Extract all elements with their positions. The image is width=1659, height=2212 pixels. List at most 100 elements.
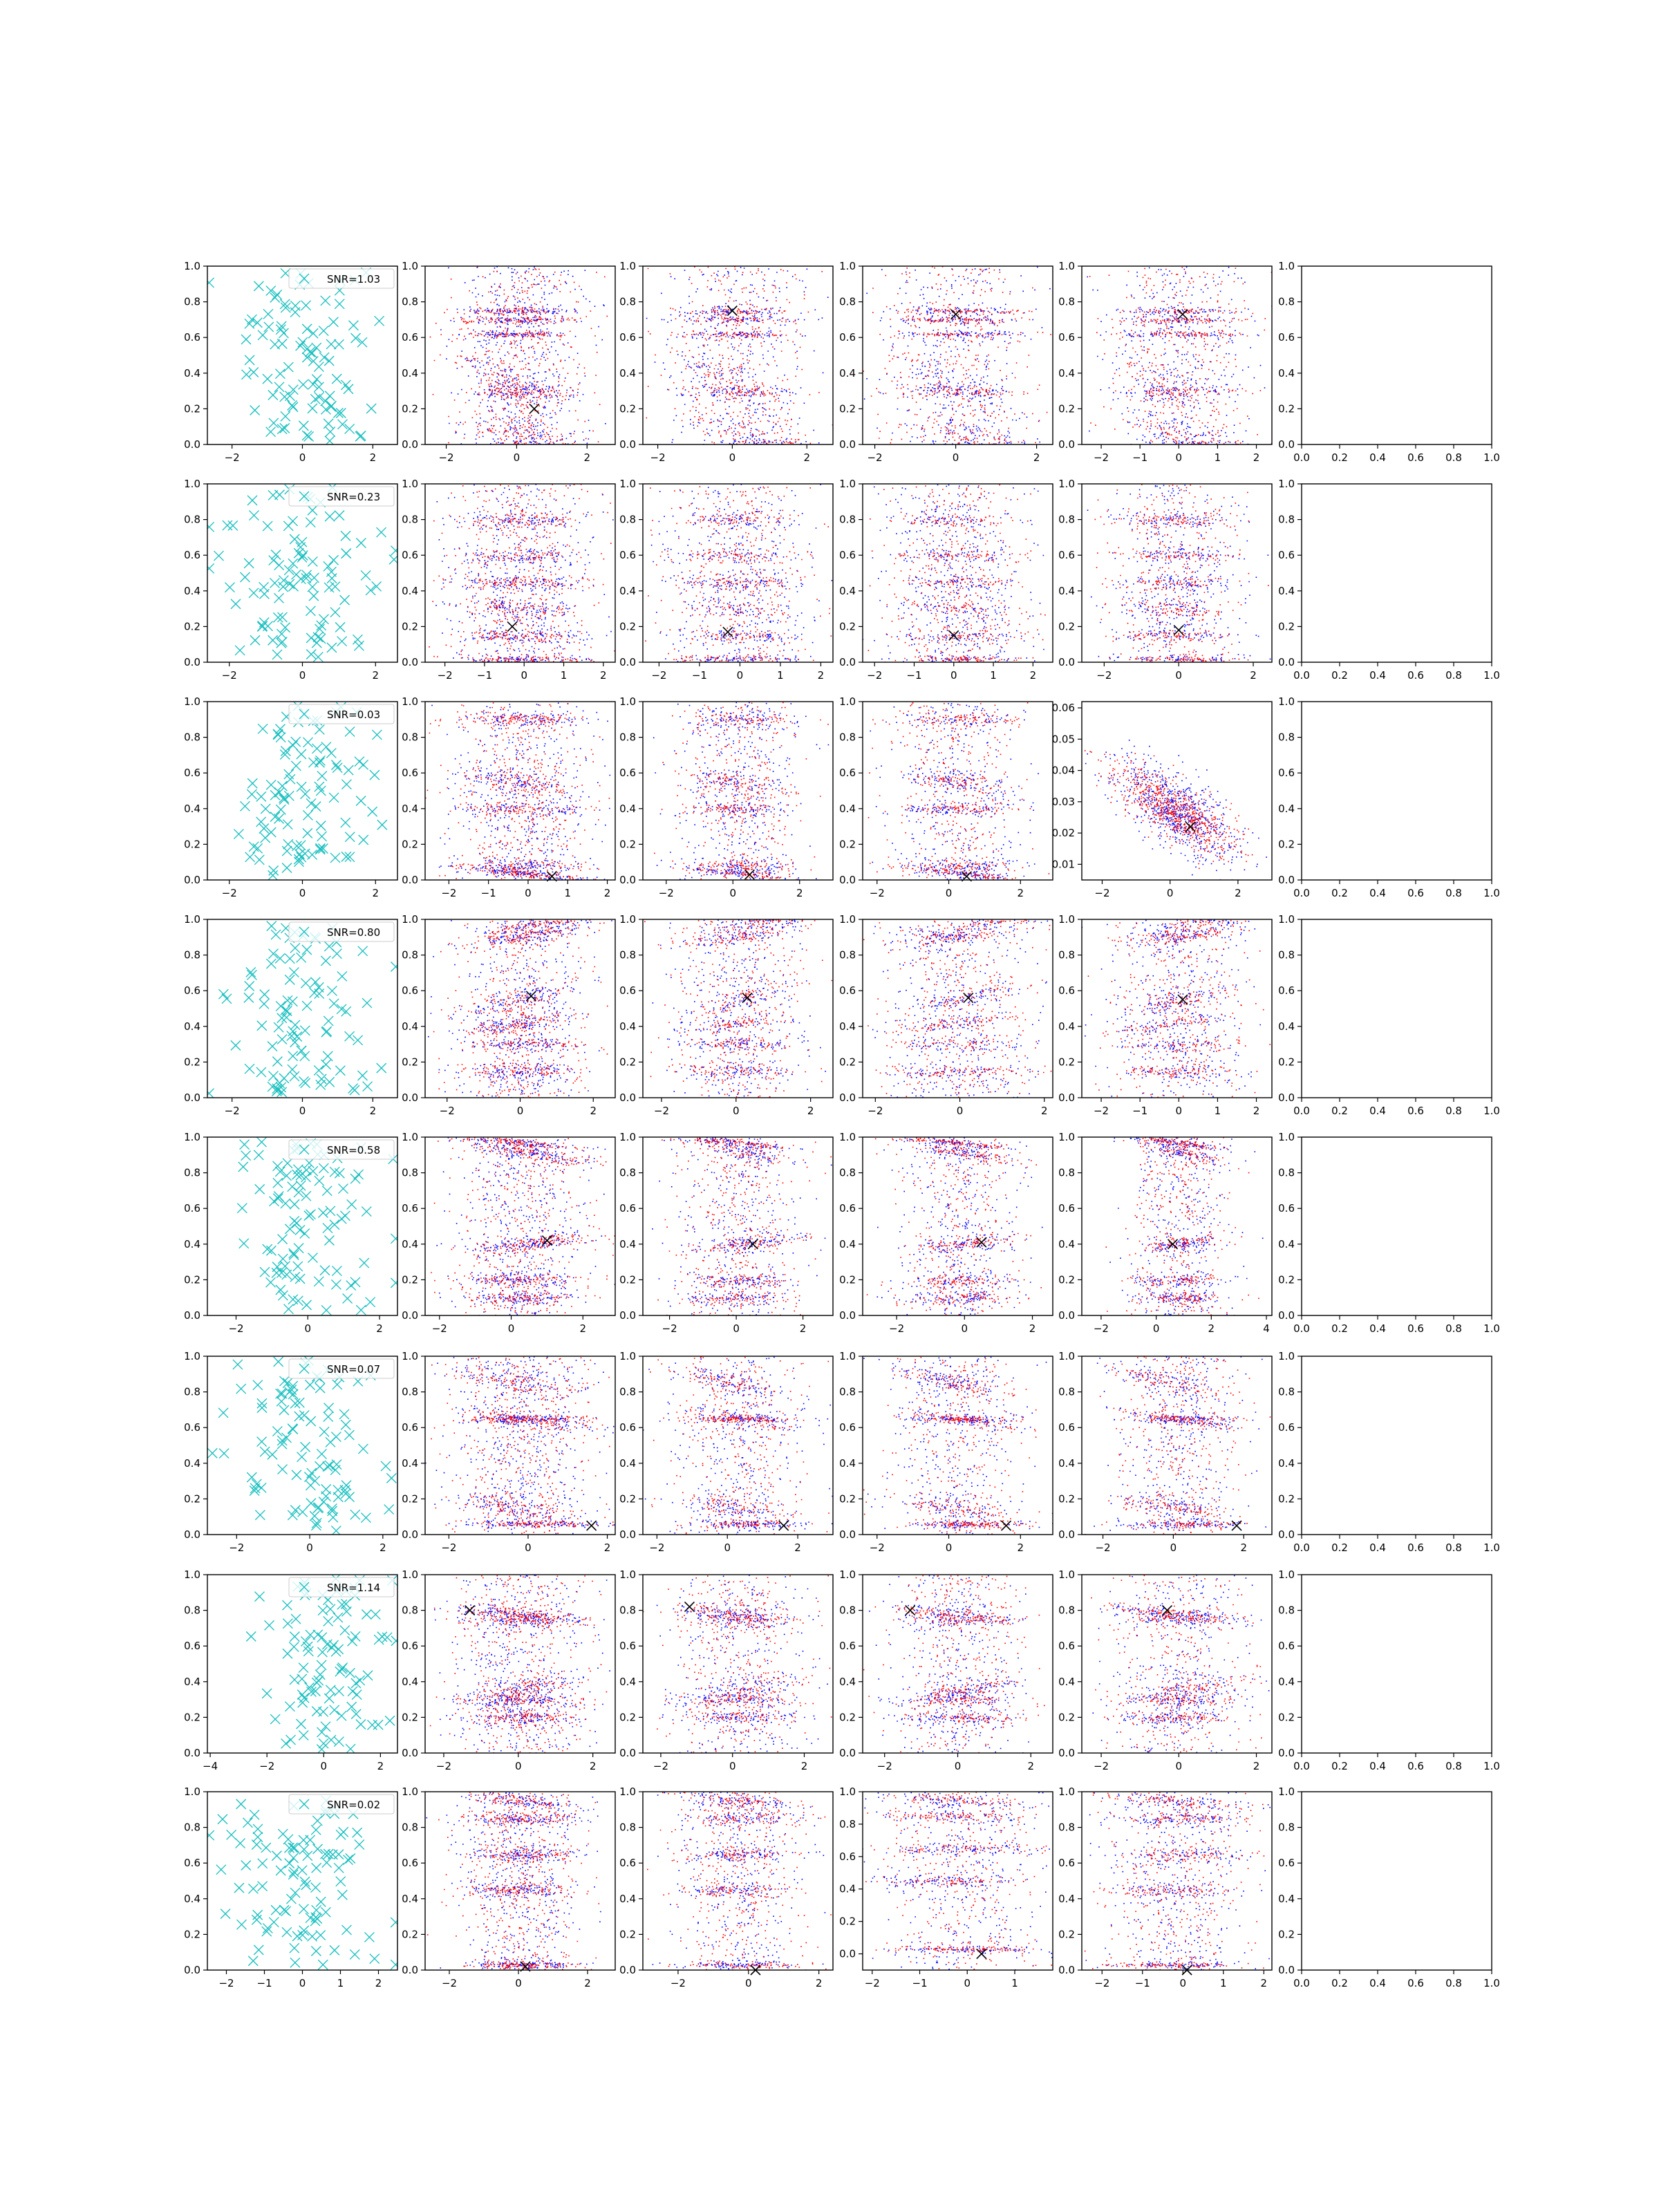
y-tick-label: 0.8	[184, 1604, 200, 1617]
x-tick-label: 1.0	[1483, 1977, 1500, 1989]
sample-point	[253, 1150, 264, 1161]
sample-point	[247, 495, 258, 506]
y-tick-label: 0.8	[184, 1386, 200, 1398]
sample-point	[357, 1070, 368, 1081]
sample-point	[276, 1082, 287, 1093]
sample-point	[321, 742, 332, 753]
legend-box	[288, 1139, 395, 1160]
y-tick-label: 0.4	[402, 1457, 418, 1470]
sample-point	[325, 1436, 336, 1447]
sample-point	[207, 563, 215, 574]
sample-point	[364, 1931, 375, 1942]
blue-points	[1109, 1137, 1264, 1315]
sample-point	[300, 1636, 311, 1647]
y-tick-label: 0.2	[1278, 1711, 1295, 1723]
y-tick-label: 1.0	[1278, 1131, 1295, 1143]
x-tick-label: 2	[590, 1760, 597, 1772]
y-tick-label: 0.6	[839, 1421, 856, 1434]
sample-point	[302, 809, 313, 821]
axes-frame	[642, 483, 834, 663]
panel-layer-1: −2 −1 0 1 2 0.0 0.2 0.4 0.6 0.8 1.0	[402, 695, 616, 899]
sample-point	[319, 1265, 330, 1276]
y-tick-label: 0.2	[402, 1056, 418, 1068]
sample-point	[325, 1685, 336, 1696]
sample-point	[312, 651, 324, 662]
sample-point	[264, 1620, 275, 1631]
x-tick-label: −2	[442, 1977, 457, 1989]
y-tick-label: 0.8	[1278, 1167, 1295, 1179]
centroid-marker	[507, 621, 518, 632]
red-points	[654, 702, 829, 880]
sample-point	[277, 1290, 288, 1301]
sample-point	[312, 1844, 324, 1855]
sample-point	[317, 831, 328, 842]
sample-point	[334, 1686, 344, 1697]
sample-point	[349, 1085, 360, 1096]
sample-point	[282, 1378, 293, 1389]
y-tick-label: 0.4	[839, 1020, 856, 1033]
y-tick-label: 0.0	[184, 1528, 200, 1541]
sample-point	[336, 1213, 347, 1224]
y-tick-label: 0.6	[402, 984, 418, 997]
scatter-points	[425, 484, 615, 662]
y-tick-label: 1.0	[839, 1350, 856, 1362]
sample-point	[274, 1166, 285, 1177]
sample-point	[254, 1591, 265, 1602]
x-tick-label: 0.4	[1369, 1322, 1386, 1335]
sample-point	[294, 1411, 305, 1422]
x-tick-label: 0.8	[1445, 1105, 1462, 1117]
y-tick-label: 0.2	[184, 1492, 200, 1505]
blue-points	[653, 702, 830, 880]
sample-point	[299, 848, 310, 859]
centroid-marker	[1167, 1239, 1179, 1250]
sample-point	[277, 1828, 288, 1839]
y-tick-label: 0.6	[1058, 331, 1075, 344]
x-tick-label: −2	[870, 1541, 885, 1554]
sample-point	[265, 1245, 276, 1256]
x-tick-label: −2	[867, 669, 882, 682]
sample-point	[262, 373, 273, 384]
y-tick-label: 0.2	[184, 838, 200, 850]
y-tick-label: 0.4	[619, 1238, 636, 1250]
sample-point	[319, 352, 330, 363]
y-tick-label: 0.2	[619, 1492, 636, 1505]
y-tick-label: 1.0	[619, 260, 636, 272]
sample-point	[336, 1004, 347, 1015]
sample-point	[281, 1927, 292, 1938]
y-tick-label: 0.6	[402, 1640, 418, 1652]
x-tick-label: 2	[1018, 887, 1024, 899]
sample-point	[334, 299, 345, 310]
y-tick-label: 0.4	[619, 803, 636, 815]
sample-point	[284, 1858, 295, 1868]
y-tick-label: 0.6	[1278, 767, 1295, 779]
sample-point	[239, 1139, 250, 1150]
y-tick-label: 0.2	[1278, 402, 1295, 415]
legend-marker	[299, 273, 310, 284]
y-tick-label: 0.8	[1058, 1604, 1075, 1617]
sample-point	[344, 1430, 355, 1441]
y-tick-label: 1.0	[1058, 1131, 1075, 1143]
x-tick-label: −2	[438, 451, 453, 464]
y-tick-label: 0.4	[1278, 1238, 1295, 1250]
scatter-points	[863, 484, 1046, 662]
y-tick-label: 1.0	[619, 478, 636, 490]
blue-points	[650, 484, 833, 662]
sample-point	[315, 755, 326, 766]
y-tick-label: 1.0	[184, 260, 200, 272]
y-tick-label: 1.0	[839, 478, 856, 490]
panel-layer-2: −2 0 2 0.0 0.2 0.4 0.6 0.8 1.0	[619, 913, 834, 1117]
axes-frame	[207, 265, 398, 445]
sample-point	[315, 843, 326, 854]
x-tick-label: 0	[514, 451, 521, 464]
y-tick-label: 0.8	[402, 1167, 418, 1179]
sample-point	[248, 841, 259, 852]
panel-layer-2: −2 0 2 0.0 0.2 0.4 0.6 0.8 1.0	[619, 260, 834, 464]
y-tick-label: 0.2	[184, 620, 200, 632]
blue-points	[434, 1575, 610, 1753]
y-tick-label: 0.0	[184, 874, 200, 886]
sample-point	[358, 1443, 368, 1454]
sample-point	[386, 1472, 397, 1483]
sample-point	[346, 1280, 357, 1291]
y-tick-label: 0.2	[839, 1711, 856, 1723]
y-tick-label: 0.0	[619, 1091, 636, 1104]
